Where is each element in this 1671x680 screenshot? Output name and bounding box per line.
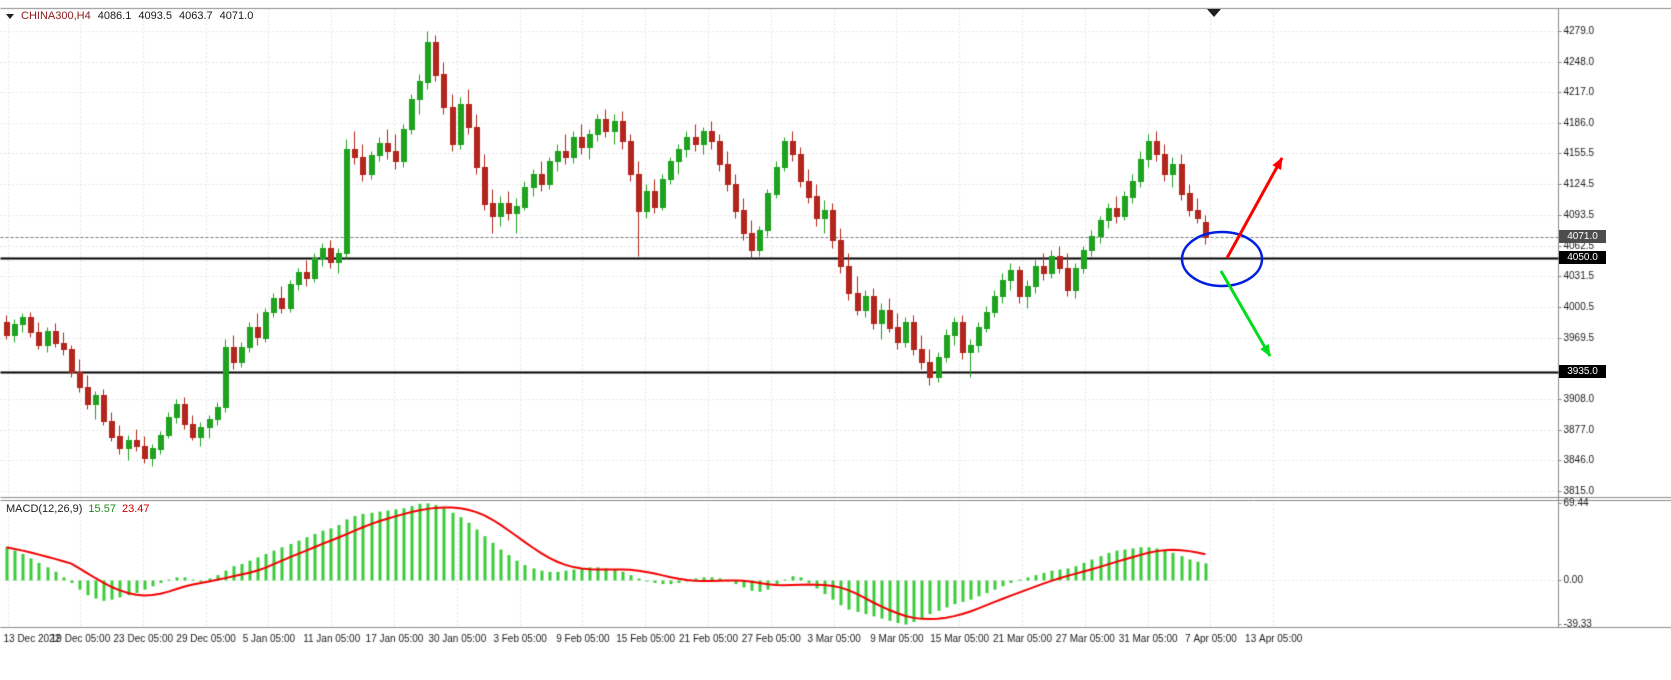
ohlc-low: 4063.7 bbox=[179, 10, 213, 22]
ohlc-open: 4086.1 bbox=[97, 10, 132, 22]
chart-shift-marker[interactable] bbox=[1207, 9, 1221, 17]
hline-price-tag-4050: 4050.0 bbox=[1559, 250, 1606, 264]
macd-signal-value: 23.47 bbox=[121, 503, 150, 515]
hline-price-tag-3935: 3935.0 bbox=[1559, 365, 1606, 379]
macd-label: MACD(12,26,9) bbox=[6, 503, 83, 515]
ohlc-close: 4071.0 bbox=[219, 10, 254, 22]
macd-indicator-legend: MACD(12,26,9) 15.57 23.47 bbox=[6, 503, 149, 515]
current-price-tag: 4071.0 bbox=[1559, 230, 1606, 244]
ohlc-high: 4093.5 bbox=[138, 10, 173, 22]
chart-legend: CHINA300,H4 4086.1 4093.5 4063.7 4071.0 bbox=[6, 10, 253, 22]
symbol-dropdown-icon[interactable] bbox=[6, 13, 14, 19]
macd-main-value: 15.57 bbox=[88, 503, 116, 515]
symbol-timeframe-label: CHINA300,H4 bbox=[21, 10, 91, 22]
